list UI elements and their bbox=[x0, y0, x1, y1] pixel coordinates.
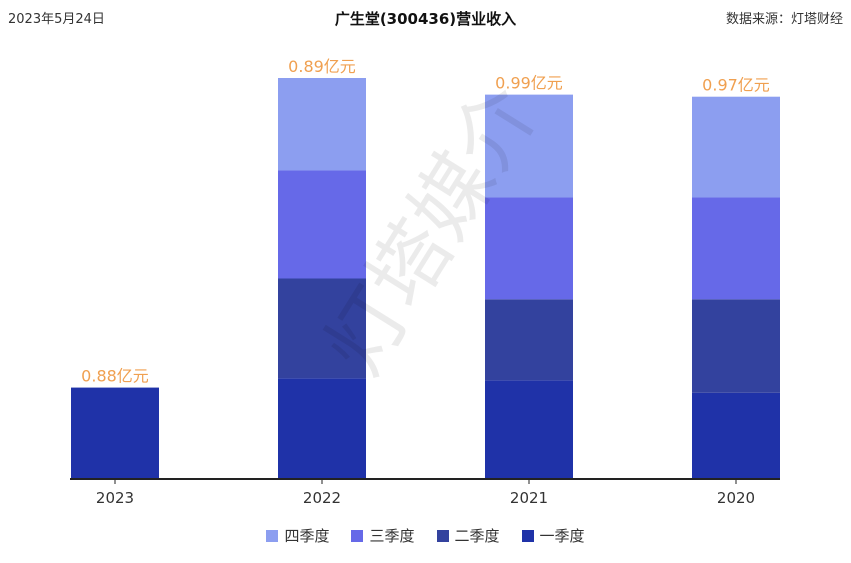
date-label: 2023年5月24日 bbox=[8, 12, 105, 27]
bar-q1-2020 bbox=[692, 392, 780, 479]
legend-swatch bbox=[266, 529, 279, 542]
bar-q1-2022 bbox=[278, 378, 366, 479]
legend-label: 四季度 bbox=[284, 527, 330, 545]
chart-title: 广生堂(300436)营业收入 bbox=[334, 10, 517, 28]
legend-swatch bbox=[521, 529, 534, 542]
data-label: 0.88亿元 bbox=[81, 367, 149, 386]
data-label: 0.97亿元 bbox=[702, 76, 770, 95]
x-tick-label: 2022 bbox=[303, 489, 341, 507]
legend-label: 三季度 bbox=[369, 527, 415, 545]
legend-label: 二季度 bbox=[454, 527, 500, 545]
bar-q4-2020 bbox=[692, 96, 780, 198]
source-label: 数据来源：灯塔财经 bbox=[725, 12, 843, 27]
legend-label: 一季度 bbox=[539, 527, 585, 545]
legend: 四季度 三季度 二季度 一季度 bbox=[0, 525, 851, 546]
legend-item-q3[interactable]: 三季度 bbox=[351, 525, 415, 546]
bar-q1-2021 bbox=[485, 380, 573, 479]
legend-item-q4[interactable]: 四季度 bbox=[266, 525, 329, 546]
bar-q4-2021 bbox=[485, 94, 573, 198]
x-tick-label: 2023 bbox=[96, 489, 134, 507]
data-label: 0.99亿元 bbox=[495, 74, 563, 93]
bar-q3-2021 bbox=[485, 197, 573, 300]
bar-q4-2022 bbox=[278, 78, 366, 171]
bar-q3-2022 bbox=[278, 170, 366, 279]
data-label: 0.89亿元 bbox=[288, 57, 356, 76]
bar-q2-2021 bbox=[485, 299, 573, 381]
bar-q2-2020 bbox=[692, 299, 780, 393]
x-tick-label: 2021 bbox=[510, 489, 548, 507]
legend-item-q2[interactable]: 二季度 bbox=[436, 525, 500, 546]
legend-swatch bbox=[436, 529, 449, 542]
x-tick-label: 2020 bbox=[717, 489, 755, 507]
bar-q3-2020 bbox=[692, 197, 780, 300]
legend-item-q1[interactable]: 一季度 bbox=[521, 525, 585, 546]
bar-q2-2022 bbox=[278, 278, 366, 379]
legend-swatch bbox=[351, 529, 364, 542]
bar-q1-2023 bbox=[71, 387, 159, 479]
